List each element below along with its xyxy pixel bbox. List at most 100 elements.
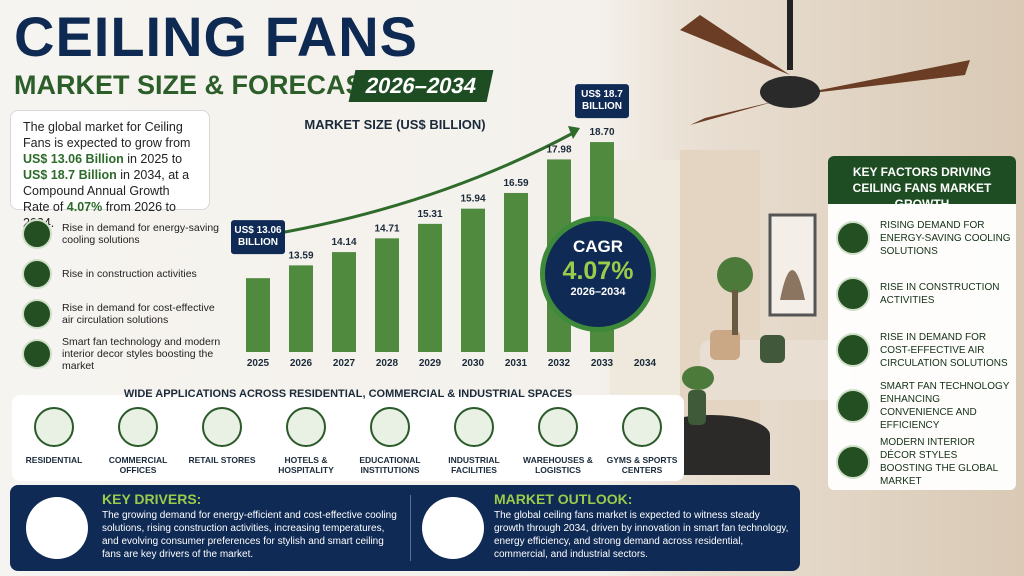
- icon: [836, 389, 870, 423]
- application-label: WAREHOUSES & LOGISTICS: [523, 455, 593, 475]
- icon: [836, 277, 870, 311]
- icon: [538, 407, 578, 447]
- cagr-badge: CAGR 4.07% 2026–2034: [540, 216, 656, 332]
- application-label: COMMERCIAL OFFICES: [108, 455, 168, 475]
- callout-label: US$ 18.7 BILLION: [581, 89, 623, 112]
- bottom-band: KEY DRIVERS: The growing demand for ener…: [10, 485, 800, 571]
- x-tick-label: 2033: [591, 358, 614, 369]
- value-label: 17.98: [546, 144, 571, 155]
- x-tick-label: 2025: [247, 358, 270, 369]
- summary-text: in 2025 to: [127, 152, 183, 166]
- bar: [461, 208, 485, 352]
- icon: [622, 407, 662, 447]
- icon: [202, 407, 242, 447]
- bar: [375, 238, 399, 352]
- application: COMMERCIAL OFFICES: [96, 407, 180, 475]
- callout-line: US$ 18.7: [581, 89, 623, 100]
- key-factors-title: KEY FACTORS DRIVING CEILING FANS MARKET …: [828, 156, 1016, 211]
- factor: Rise in demand for energy-saving cooling…: [22, 214, 222, 254]
- key-factor: RISING DEMAND FOR ENERGY-SAVING COOLING …: [836, 210, 1012, 266]
- cagr-value: 4.07%: [562, 257, 634, 285]
- icon: [286, 407, 326, 447]
- icon: [836, 221, 870, 255]
- room-decor: [610, 0, 970, 475]
- factor-text: Rise in demand for energy-saving cooling…: [62, 222, 219, 246]
- application-label: INDUSTRIAL FACILITIES: [448, 455, 500, 475]
- factor-text: Rise in demand for cost-effective air ci…: [62, 302, 215, 326]
- x-tick-label: 2027: [333, 358, 356, 369]
- summary-highlight: US$ 13.06 Billion: [23, 152, 124, 166]
- x-tick-label: 2030: [462, 358, 485, 369]
- application-label: RETAIL STORES: [188, 455, 256, 465]
- icon: [22, 339, 52, 369]
- icon: [836, 333, 870, 367]
- factor: Rise in construction activities: [22, 254, 222, 294]
- application-label: EDUCATIONAL INSTITUTIONS: [359, 455, 421, 475]
- market-outlook-text: The global ceiling fans market is expect…: [494, 510, 789, 560]
- trend-arrow: [249, 130, 576, 240]
- icon: [34, 407, 74, 447]
- callout-label: US$ 13.06 BILLION: [234, 225, 282, 248]
- icon: [118, 407, 158, 447]
- key-factor: RISE IN DEMAND FOR COST-EFFECTIVE AIR CI…: [836, 322, 1012, 378]
- key-factor-text: RISING DEMAND FOR ENERGY-SAVING COOLING …: [880, 219, 1011, 257]
- market-outlook-title: MARKET OUTLOOK:: [494, 491, 633, 507]
- icon: [22, 259, 52, 289]
- icon: [370, 407, 410, 447]
- value-label: 14.14: [331, 237, 356, 248]
- summary-highlight: US$ 18.7 Billion: [23, 168, 117, 182]
- x-tick-label: 2031: [505, 358, 528, 369]
- application: RETAIL STORES: [180, 407, 264, 465]
- key-factor-text: RISE IN DEMAND FOR COST-EFFECTIVE AIR CI…: [880, 331, 1008, 369]
- cagr-period: 2026–2034: [570, 286, 626, 298]
- icon: [422, 497, 484, 559]
- callout-line: BILLION: [582, 101, 622, 112]
- bar: [246, 278, 270, 352]
- summary: The global market for Ceiling Fans is ex…: [10, 110, 210, 230]
- x-tick-label: 2029: [419, 358, 442, 369]
- key-drivers-title: KEY DRIVERS:: [102, 491, 202, 507]
- callout-line: BILLION: [238, 237, 278, 248]
- key-factor: MODERN INTERIOR DÉCOR STYLES BOOSTING TH…: [836, 434, 1012, 490]
- x-tick-label: 2034: [634, 358, 657, 369]
- application: WAREHOUSES & LOGISTICS: [516, 407, 600, 475]
- value-label: 15.31: [417, 209, 442, 220]
- arrow-head: [568, 126, 580, 139]
- callout-line: US$ 13.06: [234, 225, 282, 236]
- key-factor-text: RISE IN CONSTRUCTION ACTIVITIES: [880, 282, 1000, 306]
- value-label: 14.71: [374, 223, 399, 234]
- application: GYMS & SPORTS CENTERS: [600, 407, 684, 475]
- x-tick-label: 2028: [376, 358, 399, 369]
- application: RESIDENTIAL: [12, 407, 96, 465]
- icon: [26, 497, 88, 559]
- bar: [332, 252, 356, 352]
- value-label: 18.70: [589, 127, 614, 138]
- key-factor-text: SMART FAN TECHNOLOGY ENHANCING CONVENIEN…: [880, 381, 1010, 431]
- application-label: GYMS & SPORTS CENTERS: [606, 455, 678, 475]
- x-tick-label: 2032: [548, 358, 571, 369]
- title: CEILING FANS: [14, 5, 419, 68]
- icon: [22, 299, 52, 329]
- key-drivers-text: The growing demand for energy-efficient …: [102, 510, 397, 560]
- key-factor: SMART FAN TECHNOLOGY ENHANCING CONVENIEN…: [836, 378, 1012, 434]
- summary-text: in 2034, at a Compound Annual Growth Rat…: [23, 168, 190, 214]
- value-label: 16.59: [503, 178, 528, 189]
- value-label: 15.94: [460, 194, 485, 205]
- icon: [836, 445, 870, 479]
- bar: [289, 265, 313, 352]
- application: HOTELS & HOSPITALITY: [264, 407, 348, 475]
- factor: Smart fan technology and modern interior…: [22, 334, 222, 374]
- applications-panel: WIDE APPLICATIONS ACROSS RESIDENTIAL, CO…: [12, 388, 684, 481]
- key-factor: RISE IN CONSTRUCTION ACTIVITIES: [836, 266, 1012, 322]
- cagr-label: CAGR: [572, 237, 624, 256]
- subtitle: MARKET SIZE & FORECAST: [14, 70, 381, 100]
- chart-title: MARKET SIZE (US$ BILLION): [304, 117, 485, 132]
- bar: [418, 223, 442, 352]
- callout-box: [575, 84, 629, 119]
- key-factors-panel: KEY FACTORS DRIVING CEILING FANS MARKET …: [828, 156, 1016, 490]
- factor: Rise in demand for cost-effective air ci…: [22, 294, 222, 334]
- key-factor-text: MODERN INTERIOR DÉCOR STYLES BOOSTING TH…: [880, 437, 998, 487]
- application-label: RESIDENTIAL: [25, 455, 83, 465]
- application-label: HOTELS & HOSPITALITY: [278, 455, 334, 475]
